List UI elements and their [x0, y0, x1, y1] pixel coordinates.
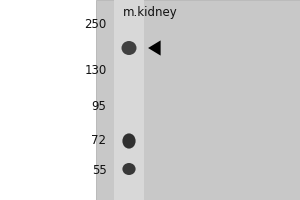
Ellipse shape: [122, 41, 136, 55]
Text: 72: 72: [92, 134, 106, 146]
Text: m.kidney: m.kidney: [123, 6, 177, 19]
Bar: [114, 0, 144, 200]
Polygon shape: [148, 40, 160, 56]
Text: 130: 130: [84, 64, 106, 76]
Ellipse shape: [122, 133, 136, 149]
Bar: [96, 0, 300, 200]
Text: 95: 95: [92, 99, 106, 112]
Text: 55: 55: [92, 164, 106, 176]
Text: 250: 250: [84, 18, 106, 30]
Ellipse shape: [122, 163, 136, 175]
